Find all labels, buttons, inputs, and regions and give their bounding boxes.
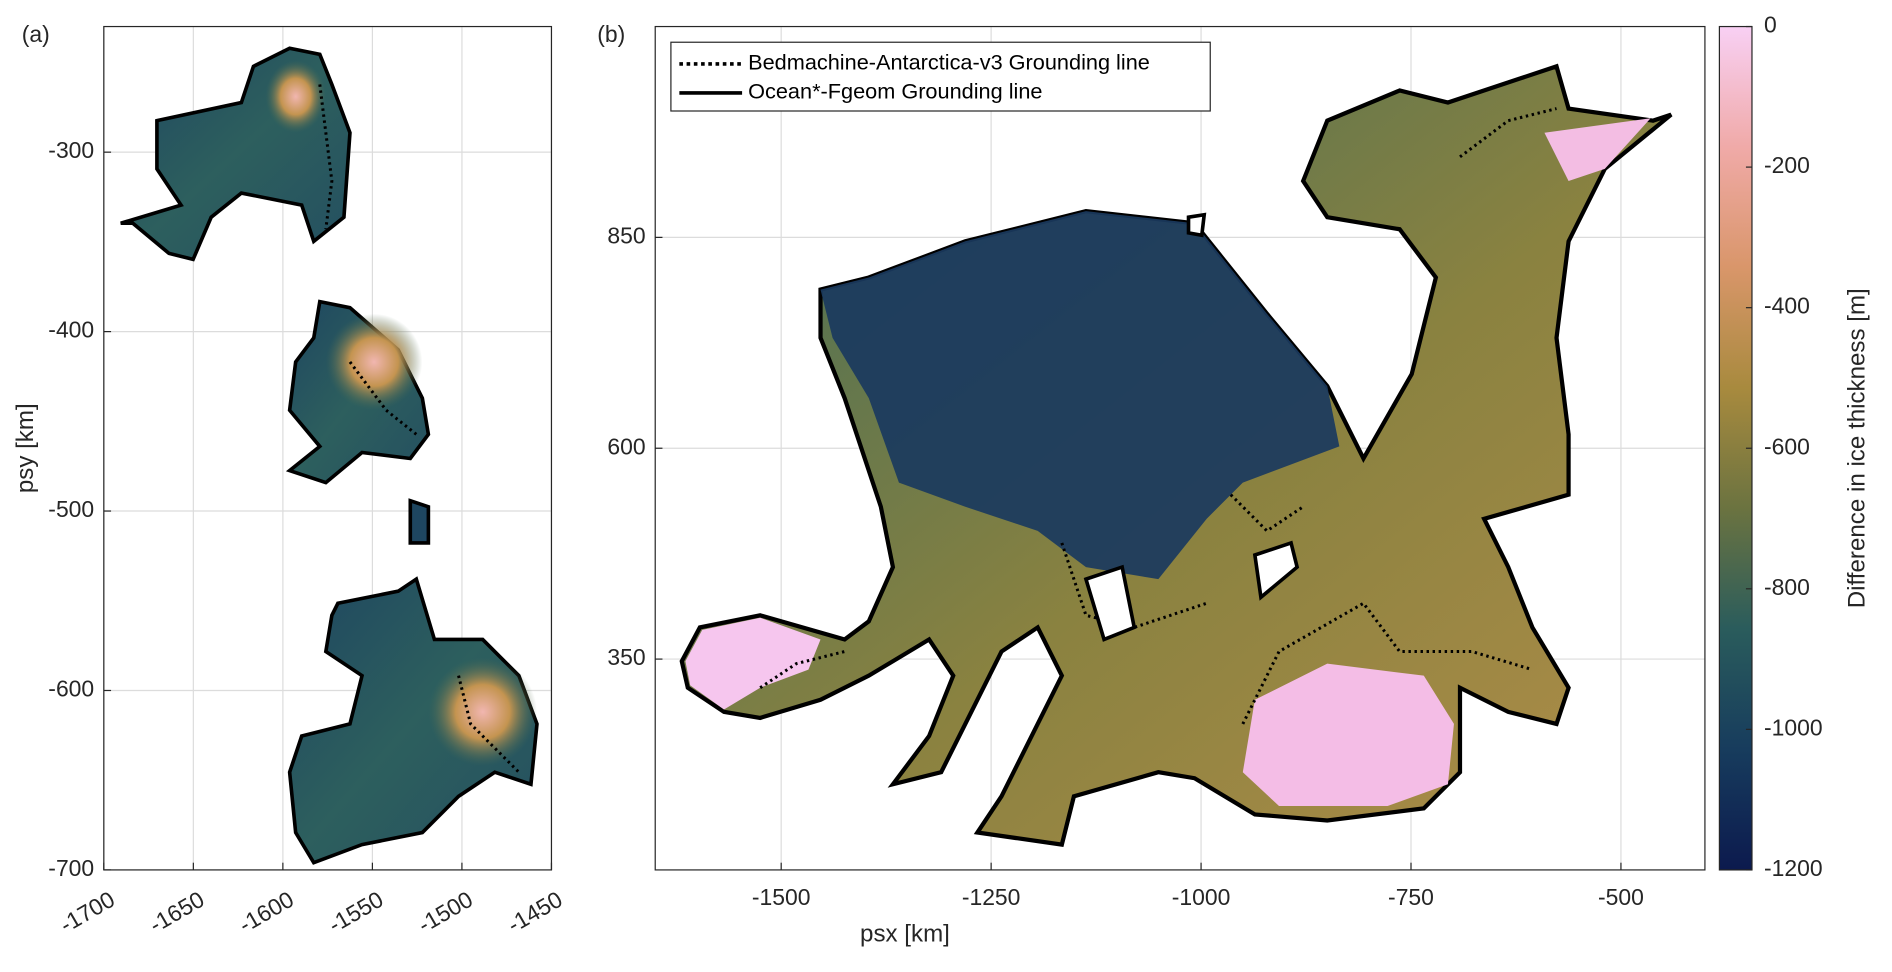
pink-region bbox=[685, 617, 821, 710]
colorbar-tick-label: -800 bbox=[1764, 574, 1810, 600]
deep-region bbox=[820, 211, 1340, 580]
y-tick-label: 350 bbox=[607, 644, 645, 670]
x-tick-label: -1650 bbox=[145, 886, 209, 938]
hot-spot bbox=[325, 313, 423, 411]
y-tick-label: -300 bbox=[48, 137, 94, 163]
panel-label: (b) bbox=[597, 21, 625, 47]
x-tick-label: -1550 bbox=[324, 886, 388, 938]
x-tick-label: -1700 bbox=[55, 886, 119, 938]
grounding-line bbox=[759, 107, 1557, 725]
colorbar-tick-label: -400 bbox=[1764, 293, 1810, 319]
legend-box bbox=[670, 41, 1211, 112]
map-b bbox=[679, 63, 1673, 847]
y-tick-label: -500 bbox=[48, 496, 94, 522]
x-tick-label: -750 bbox=[1388, 884, 1434, 910]
ice-region bbox=[287, 576, 539, 865]
map-a bbox=[120, 46, 539, 865]
legend-label: Ocean*-Fgeom Grounding line bbox=[748, 79, 1042, 104]
colorbar-tick-label: -600 bbox=[1764, 433, 1810, 459]
x-tick-label: -1500 bbox=[752, 884, 811, 910]
legend-label: Bedmachine-Antarctica-v3 Grounding line bbox=[748, 50, 1150, 75]
colorbar-label: Difference in ice thickness [m] bbox=[1844, 288, 1871, 608]
pink-region bbox=[1544, 118, 1651, 181]
hot-spot bbox=[265, 60, 326, 133]
ice-region bbox=[408, 498, 431, 545]
axes-frame bbox=[654, 25, 1706, 871]
x-tick-label: -1600 bbox=[234, 886, 298, 938]
y-tick-label: -400 bbox=[48, 317, 94, 343]
y-tick-label: -700 bbox=[48, 855, 94, 881]
colorbar-tick-label: 0 bbox=[1764, 12, 1777, 38]
x-axis-label: psx [km] bbox=[860, 920, 950, 947]
colorbar-tick-label: -200 bbox=[1764, 152, 1810, 178]
colorbar-tick-label: -1000 bbox=[1764, 714, 1823, 740]
grounding-line bbox=[318, 84, 520, 774]
x-tick-label: -1250 bbox=[962, 884, 1021, 910]
panel-label: (a) bbox=[22, 21, 50, 47]
axes-layer: -1700 -1650 -1600 -1550 -1500 -1450 -300 -400 -5… bbox=[12, 12, 1871, 948]
y-tick-label: 850 bbox=[607, 222, 645, 248]
y-tick-label: 600 bbox=[607, 433, 645, 459]
x-tick-label: -500 bbox=[1598, 884, 1644, 910]
hot-spot bbox=[428, 657, 537, 767]
colorbar-tick-label: -1200 bbox=[1764, 855, 1823, 881]
x-tick-label: -1500 bbox=[413, 886, 477, 938]
y-axis-label: psy [km] bbox=[12, 403, 39, 493]
y-tick-label: -600 bbox=[48, 676, 94, 702]
axes-frame bbox=[103, 25, 553, 871]
pink-region bbox=[1242, 663, 1454, 806]
x-tick-label: -1450 bbox=[503, 886, 567, 938]
hole bbox=[1083, 212, 1300, 642]
x-tick-label: -1000 bbox=[1172, 884, 1231, 910]
